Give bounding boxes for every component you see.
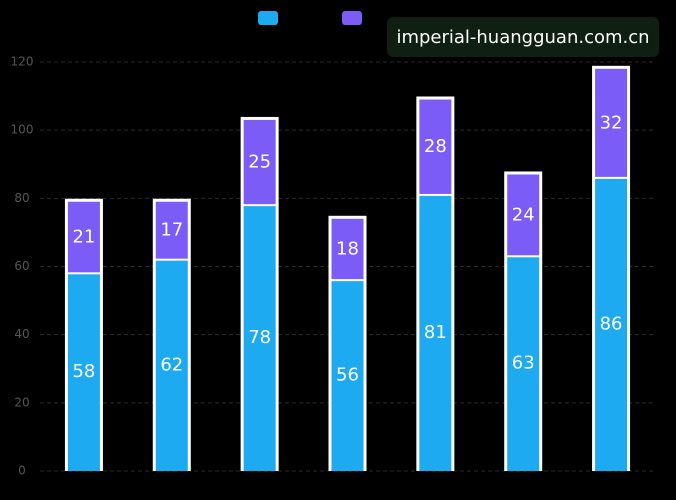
value-label: 56 <box>336 365 359 386</box>
y-tick-label: 0 <box>18 464 26 478</box>
bar-segment <box>419 99 452 194</box>
value-label: 78 <box>248 327 271 348</box>
bar-segment <box>507 257 540 471</box>
y-tick-label: 100 <box>11 123 34 137</box>
bar-segment <box>67 201 100 273</box>
bar-segment <box>155 201 188 259</box>
value-label: 63 <box>512 353 535 374</box>
bar-segment <box>243 119 276 205</box>
bar-segment <box>331 218 364 280</box>
value-label: 18 <box>336 238 359 259</box>
bar-segment <box>507 174 540 256</box>
bar-segment <box>595 68 628 177</box>
bar-segment <box>331 281 364 471</box>
value-label: 32 <box>600 112 623 133</box>
bar-segment <box>419 195 452 472</box>
value-label: 21 <box>72 227 95 248</box>
y-tick-label: 40 <box>14 327 29 341</box>
bar-segment <box>67 274 100 471</box>
bar-segment <box>155 260 188 471</box>
watermark-box <box>387 17 659 57</box>
value-label: 25 <box>248 152 271 173</box>
value-label: 86 <box>600 313 623 334</box>
y-tick-label: 80 <box>14 191 29 205</box>
legend-swatch <box>258 11 278 25</box>
value-label: 28 <box>424 136 447 157</box>
y-tick-label: 60 <box>14 259 29 273</box>
bar-segment <box>243 206 276 471</box>
value-label: 62 <box>160 354 183 375</box>
y-tick-label: 20 <box>14 395 29 409</box>
value-label: 58 <box>72 361 95 382</box>
y-tick-label: 120 <box>11 55 34 69</box>
value-label: 17 <box>160 220 183 241</box>
value-label: 81 <box>424 322 447 343</box>
value-label: 24 <box>512 204 535 225</box>
bar-segment <box>595 178 628 471</box>
legend-swatch <box>342 11 362 25</box>
watermark: imperial-huangguan.com.cn <box>396 27 649 48</box>
